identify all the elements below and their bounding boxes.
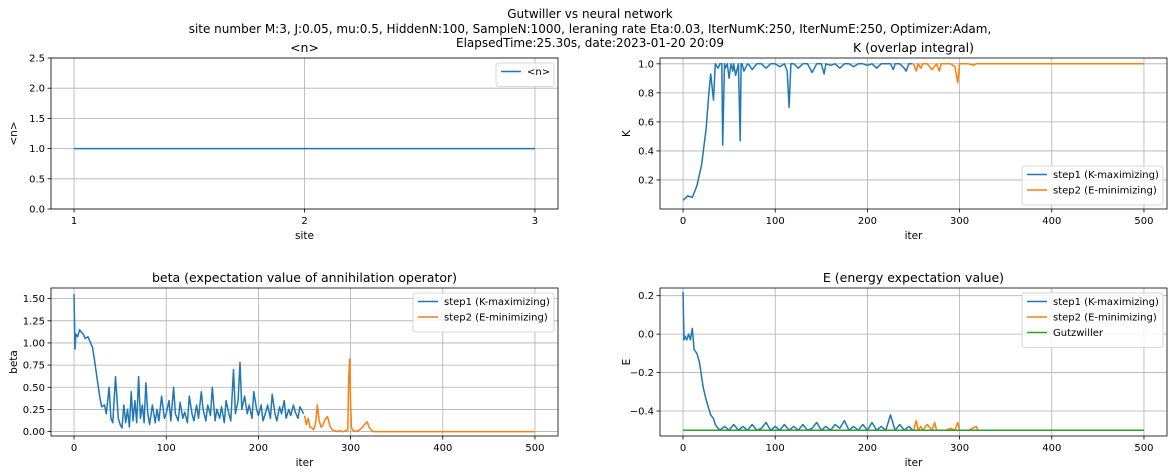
legend-entry: step1 (K-maximizing)	[1053, 297, 1159, 308]
y-tick-label: 2.5	[29, 54, 45, 65]
y-tick-label: 0.8	[638, 88, 654, 99]
y-axis-label: <n>	[8, 121, 20, 145]
x-tick-label: 500	[525, 443, 544, 454]
legend-box	[412, 292, 555, 333]
x-axis-label: iter	[296, 457, 314, 469]
x-tick-label: 100	[766, 216, 785, 227]
x-tick-label: 0	[71, 443, 77, 454]
y-tick-label: 0.25	[23, 405, 45, 416]
y-axis-label: beta	[8, 350, 20, 374]
x-tick-label: 3	[532, 216, 538, 227]
legend-entry: step2 (E-minimizing)	[444, 313, 548, 324]
legend-box	[495, 62, 555, 87]
y-tick-label: 0.2	[638, 291, 654, 302]
chart-title: <n>	[290, 40, 319, 55]
y-tick-label: 1.0	[638, 59, 654, 70]
y-tick-label: −0.2	[630, 368, 654, 379]
legend-entry: step2 (E-minimizing)	[1053, 186, 1157, 197]
x-tick-label: 300	[341, 443, 360, 454]
x-axis-label: site	[295, 230, 314, 242]
legend-entry: step1 (K-maximizing)	[444, 297, 550, 308]
x-tick-label: 1	[71, 216, 77, 227]
chart-beta: 0 100 200 300 400 500 0.00 0.25 0.50 0.75 1.00 1.25…	[8, 270, 559, 469]
chart-energy: 0 100 200 300 400 500 −0.4 −0.2 0.0 0.2 E (energy …	[621, 270, 1168, 469]
legend-entry: Gutzwiller	[1053, 328, 1104, 339]
y-axis-label: E	[621, 359, 633, 366]
series-line-step1	[682, 291, 914, 431]
legend: <n>	[495, 62, 555, 87]
chart-title: K (overlap integral)	[853, 40, 974, 55]
y-tick-label: 1.25	[23, 316, 45, 327]
chart-overlap: 0 100 200 300 400 500 0.2 0.4 0.6 0.8 1.0 K (overla…	[621, 40, 1168, 242]
series-line-step1	[73, 294, 305, 429]
y-tick-label: 0.2	[638, 175, 654, 186]
axes-frame	[659, 57, 1168, 210]
y-tick-label: 0.75	[23, 361, 45, 372]
y-tick-label: 0.0	[29, 205, 45, 216]
x-tick-label: 200	[858, 443, 877, 454]
y-tick-label: 1.0	[29, 144, 45, 155]
legend: step1 (K-maximizing) step2 (E-minimizing)…	[1021, 292, 1164, 348]
series-line-step1	[682, 63, 913, 201]
y-tick-label: −0.4	[630, 407, 654, 418]
y-axis-label: K	[621, 129, 633, 137]
figure-title: Gutwiller vs neural network	[507, 7, 673, 21]
legend-entry: <n>	[527, 67, 550, 78]
x-tick-label: 200	[858, 216, 877, 227]
axes-frame	[50, 287, 559, 437]
legend-entry: step1 (K-maximizing)	[1053, 170, 1159, 181]
chart-title: E (energy expectation value)	[823, 270, 1004, 285]
x-tick-label: 400	[433, 443, 452, 454]
legend-entry: step2 (E-minimizing)	[1053, 313, 1157, 324]
series-line-step2	[912, 419, 1144, 431]
x-tick-label: 500	[1134, 216, 1153, 227]
legend: step1 (K-maximizing) step2 (E-minimizing)	[1021, 165, 1164, 206]
x-tick-label: 0	[680, 443, 686, 454]
y-tick-label: 0.50	[23, 383, 45, 394]
series-line-step2	[912, 63, 1144, 84]
x-tick-label: 100	[157, 443, 176, 454]
figure-subtitle-line-1: site number M:3, J:0.05, mu:0.5, HiddenN…	[189, 22, 992, 36]
legend: step1 (K-maximizing) step2 (E-minimizing)	[412, 292, 555, 333]
series-line-step2	[303, 358, 535, 433]
y-tick-label: 1.5	[29, 114, 45, 125]
chart-title: beta (expectation value of annihilation …	[152, 270, 457, 285]
y-tick-label: 2.0	[29, 84, 45, 95]
y-tick-label: 0.00	[23, 427, 45, 438]
figure-subtitle-line-2: ElapsedTime:25.30s, date:2023-01-20 20:0…	[456, 36, 724, 50]
y-tick-label: 0.5	[29, 174, 45, 185]
x-tick-label: 2	[301, 216, 307, 227]
x-tick-label: 300	[950, 443, 969, 454]
y-tick-label: 0.4	[638, 146, 654, 157]
x-tick-label: 300	[950, 216, 969, 227]
x-tick-label: 100	[766, 443, 785, 454]
x-tick-label: 0	[680, 216, 686, 227]
x-tick-label: 400	[1042, 443, 1061, 454]
legend-box	[1021, 292, 1164, 348]
x-tick-label: 400	[1042, 216, 1061, 227]
x-axis-label: iter	[905, 457, 923, 469]
x-axis-label: iter	[905, 230, 923, 242]
x-tick-label: 200	[249, 443, 268, 454]
y-tick-label: 0.6	[638, 117, 654, 128]
chart-occupation: 1 2 3 0.0 0.5 1.0 1.5 2.0 2.5 <n> site <n> <n>	[8, 40, 559, 242]
axes-frame	[659, 287, 1168, 437]
legend-box	[1021, 165, 1164, 206]
y-tick-label: 1.50	[23, 294, 45, 305]
x-tick-label: 500	[1134, 443, 1153, 454]
y-tick-label: 1.00	[23, 338, 45, 349]
y-tick-label: 0.0	[638, 330, 654, 341]
